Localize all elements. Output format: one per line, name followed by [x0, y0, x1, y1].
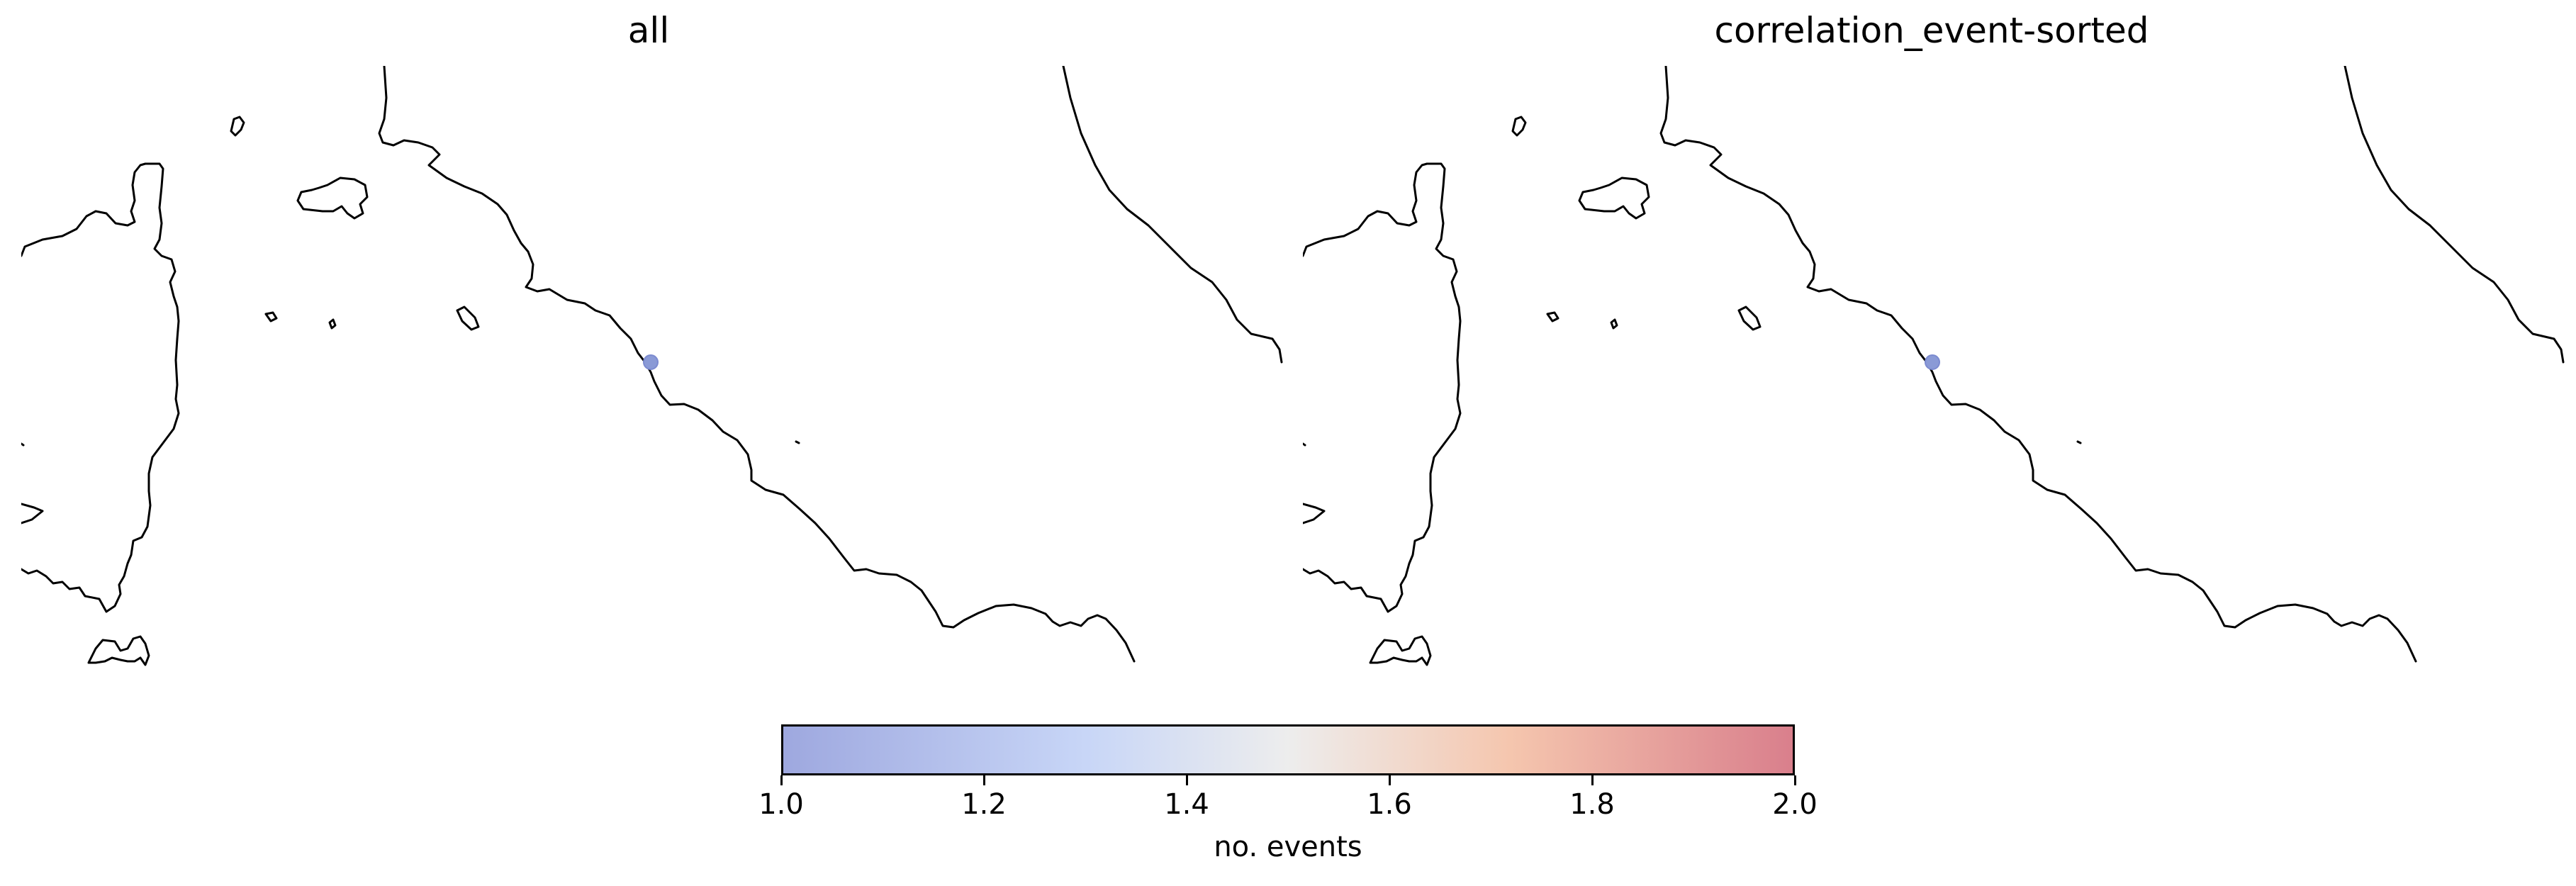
colorbar-label: no. events: [1214, 831, 1362, 863]
coastline-segment: [1303, 162, 1462, 613]
coastline-segment: [21, 503, 44, 525]
colorbar-tick: [1591, 775, 1594, 785]
coastline-segment: [1737, 305, 1762, 331]
coastline-segment: [795, 440, 800, 444]
colorbar-tick: [1388, 775, 1391, 785]
colorbar-tick: [780, 775, 783, 785]
coastline-segment: [328, 318, 337, 330]
coastline-segment: [1546, 311, 1559, 323]
colorbar-tick-label: 1.0: [758, 788, 804, 821]
panel-title-all: all: [627, 10, 670, 51]
coastline-segment: [264, 311, 278, 323]
colorbar-tick: [1793, 775, 1796, 785]
coastline-segment: [21, 162, 180, 613]
coastline-segment: [456, 305, 480, 331]
coastline-segment: [1659, 66, 2417, 663]
event-marker: [1925, 354, 1940, 370]
coastline-segment: [1303, 442, 1306, 447]
colorbar-tick-label: 1.2: [961, 788, 1007, 821]
panel-title-correlation: correlation_event-sorted: [1714, 10, 2149, 51]
coastline-segment: [1303, 503, 1326, 525]
coastline-segment: [2343, 66, 2565, 364]
coastline-segment: [296, 176, 369, 220]
coastline-segment: [1369, 635, 1432, 666]
colorbar-tick: [982, 775, 985, 785]
event-marker: [643, 354, 659, 370]
coastline-segment: [1578, 176, 1650, 220]
colorbar: [781, 724, 1795, 775]
coastline-segment: [1062, 66, 1283, 364]
map-panel-all: [21, 66, 1283, 666]
map-panel-correlation: [1303, 66, 2565, 666]
colorbar-tick: [1185, 775, 1188, 785]
coastline-segment: [378, 66, 1136, 663]
colorbar-tick-label: 1.6: [1367, 788, 1412, 821]
colorbar-tick-label: 2.0: [1772, 788, 1818, 821]
colorbar-tick-label: 1.8: [1569, 788, 1615, 821]
coastline-segment: [1610, 318, 1618, 330]
coastline-segment: [1511, 116, 1527, 137]
coastline-segment: [230, 116, 245, 137]
coastline-segment: [87, 635, 150, 666]
coastline-segment: [2076, 440, 2082, 444]
colorbar-tick-label: 1.4: [1164, 788, 1209, 821]
coastline-segment: [21, 442, 25, 447]
